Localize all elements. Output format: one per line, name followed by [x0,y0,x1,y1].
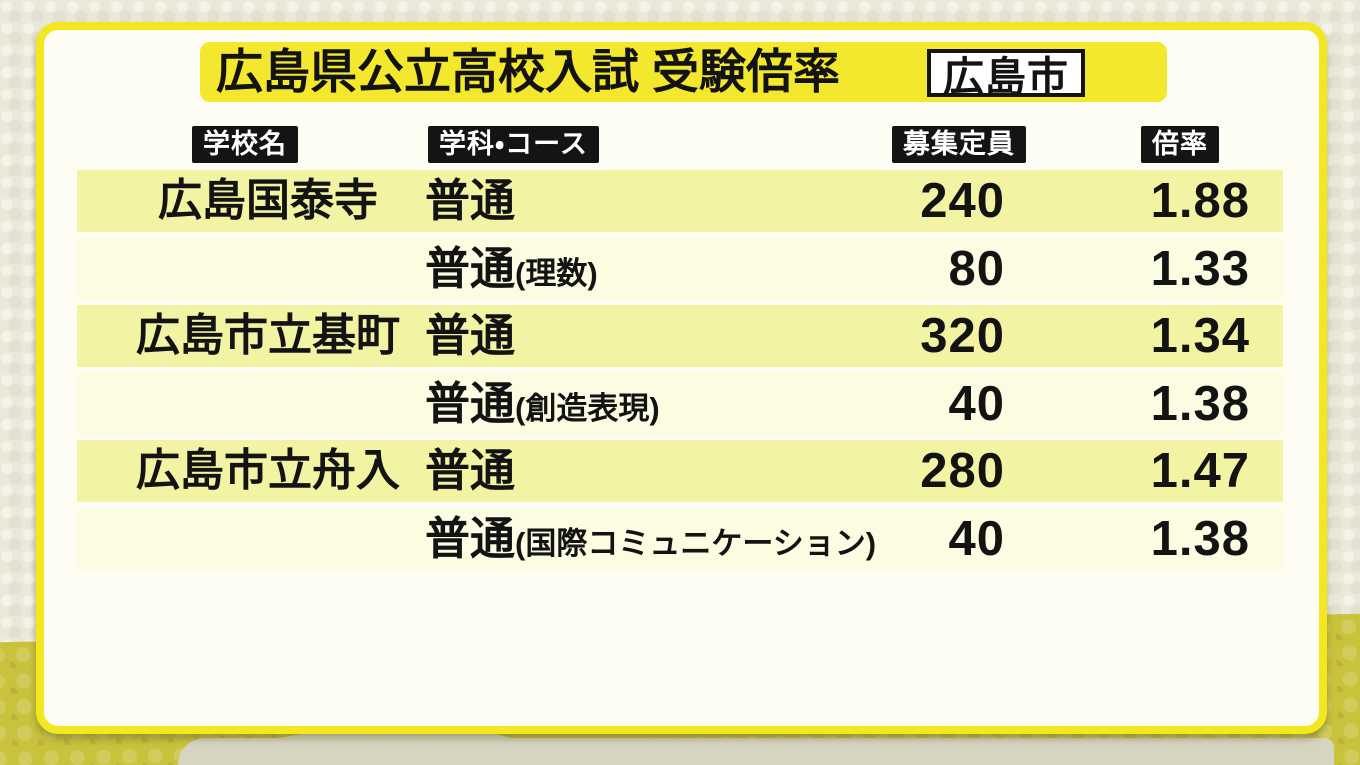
course-cell: 普通 [425,305,515,367]
ratio-table: 広島国泰寺 普通 240 1.88 普通(理数) 80 1.33 広島市立基町 … [77,170,1283,576]
table-row: 広島市立基町 普通 320 1.34 [77,305,1283,367]
course-cell: 普通(国際コミュニケーション) [425,508,876,570]
course-name: 普通 [425,377,516,429]
course-cell: 普通 [425,170,515,232]
course-name: 普通 [425,310,516,361]
school-name-cell [77,508,459,570]
table-row: 普通(国際コミュニケーション) 40 1.38 [77,507,1283,570]
capacity-cell: 280 [920,444,1005,498]
capacity-cell: 80 [948,241,1005,296]
school-name-cell: 広島市立舟入 [136,446,400,495]
ratio-cell: 1.33 [1150,241,1250,296]
school-name-cell [77,373,459,435]
column-header-course: 学科・コース [428,126,599,163]
course-name: 普通 [425,445,516,496]
school-name-cell [77,238,459,300]
capacity-cell: 320 [920,309,1005,363]
graphic-title: 広島県公立高校入試 受験倍率 [216,45,841,98]
ratio-cell: 1.38 [1150,376,1250,431]
column-header-ratio: 倍率 [1141,126,1219,163]
background-bottom-strip [178,738,1334,765]
column-header-capacity: 募集定員 [892,126,1026,163]
course-name: 普通 [425,512,516,564]
capacity-cell: 40 [948,376,1005,431]
title-banner: 広島県公立高校入試 受験倍率 広島市 [200,42,1167,102]
table-row: 広島国泰寺 普通 240 1.88 [77,170,1283,232]
school-name-cell: 広島市立基町 [136,311,400,360]
course-name: 普通 [425,242,516,294]
table-row: 広島市立舟入 普通 280 1.47 [77,440,1283,502]
course-cell: 普通(理数) [425,238,598,300]
course-cell: 普通(創造表現) [425,373,660,435]
ratio-cell: 1.38 [1150,511,1250,566]
course-note: (理数) [515,255,598,291]
column-header-school: 学校名 [192,126,298,163]
info-card: 広島県公立高校入試 受験倍率 広島市 学校名 学科・コース 募集定員 倍率 広島… [36,22,1327,734]
table-row: 普通(理数) 80 1.33 [77,237,1283,300]
course-note: (国際コミュニケーション) [515,525,877,561]
ratio-cell: 1.34 [1150,309,1250,363]
capacity-cell: 40 [948,511,1005,566]
course-note: (創造表現) [515,390,660,426]
course-cell: 普通 [425,440,515,502]
course-name: 普通 [425,175,516,226]
ratio-cell: 1.88 [1150,174,1250,228]
ratio-cell: 1.47 [1150,444,1250,498]
school-name-cell: 広島国泰寺 [158,176,378,225]
capacity-cell: 240 [920,174,1005,228]
table-row: 普通(創造表現) 40 1.38 [77,372,1283,435]
region-badge: 広島市 [927,49,1085,100]
